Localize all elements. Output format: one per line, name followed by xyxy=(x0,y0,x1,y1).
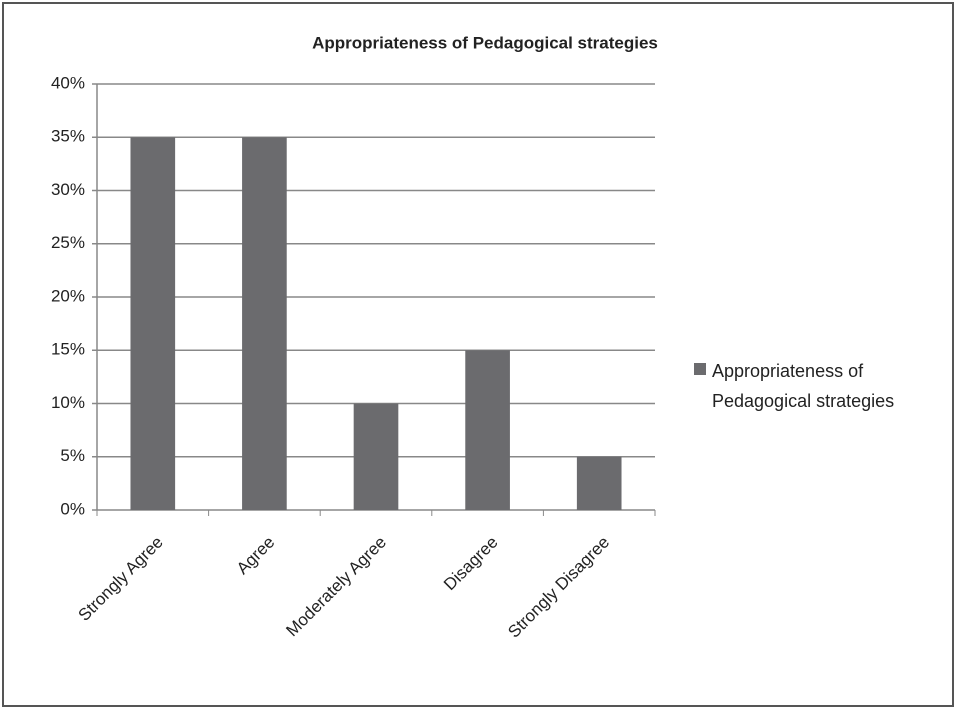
y-tick-label: 10% xyxy=(51,393,85,412)
legend: Appropriateness of Pedagogical strategie… xyxy=(694,356,944,416)
legend-label: Appropriateness of Pedagogical strategie… xyxy=(712,361,895,411)
bar xyxy=(130,137,176,510)
legend-swatch xyxy=(694,363,706,375)
y-tick-label: 35% xyxy=(51,127,85,146)
chart-title: Appropriateness of Pedagogical strategie… xyxy=(312,33,658,52)
bar xyxy=(353,403,399,510)
y-tick-label: 15% xyxy=(51,340,85,359)
bar xyxy=(242,137,287,510)
y-tick-label: 30% xyxy=(51,180,85,199)
y-tick-label: 25% xyxy=(51,233,85,252)
y-tick-label: 0% xyxy=(60,499,85,518)
y-tick-label: 5% xyxy=(60,446,85,465)
y-tick-label: 20% xyxy=(51,286,85,305)
bar xyxy=(465,350,510,510)
y-tick-label: 40% xyxy=(51,73,85,92)
bar xyxy=(576,456,622,510)
